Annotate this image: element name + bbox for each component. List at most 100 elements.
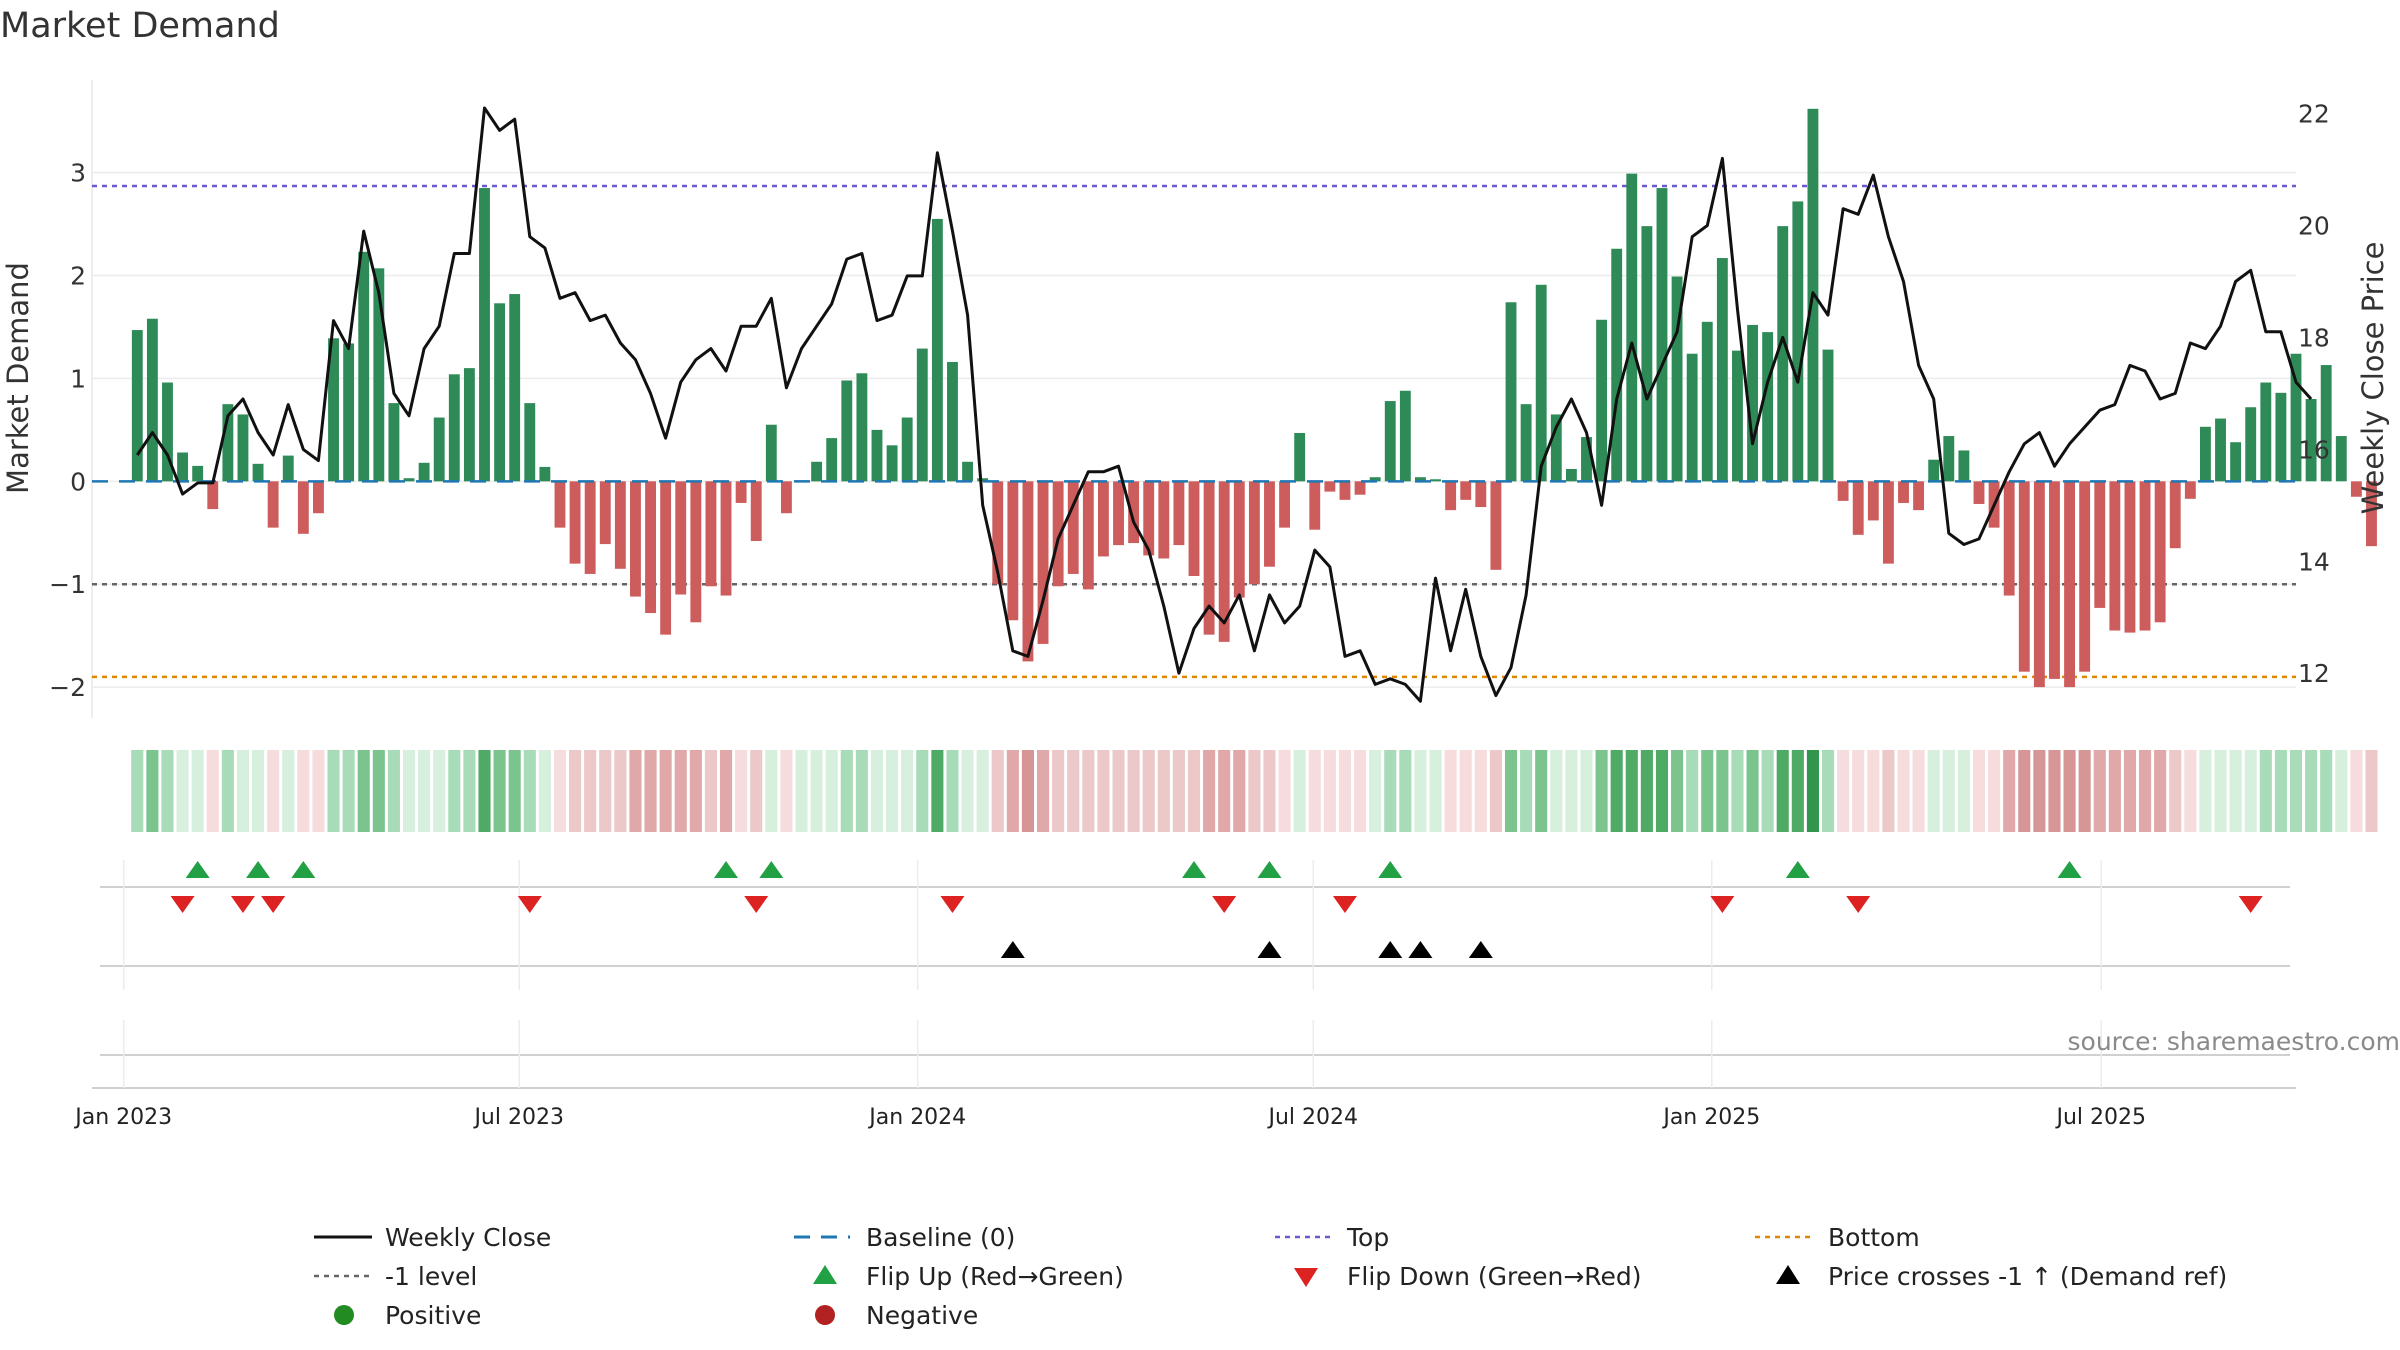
demand-bar-negative — [750, 481, 762, 542]
heat-cell — [659, 750, 672, 832]
demand-bar-positive — [1369, 477, 1381, 482]
heat-cell — [2154, 750, 2167, 832]
heat-cell — [1791, 750, 1804, 832]
demand-bar-negative — [645, 481, 656, 614]
demand-bar-negative — [1475, 481, 1487, 508]
flip-up-marker — [759, 861, 784, 878]
demand-bar-positive — [222, 404, 234, 482]
demand-bar-positive — [358, 251, 370, 482]
heat-cell — [1655, 750, 1669, 832]
heat-cell — [433, 750, 446, 832]
demand-bar-positive — [2199, 426, 2211, 482]
demand-bar-positive — [1581, 437, 1592, 482]
heat-cell — [2259, 750, 2272, 832]
heat-cell — [282, 750, 295, 832]
heat-cell — [2078, 750, 2091, 832]
left-tick-label: −1 — [49, 570, 86, 599]
demand-bar-negative — [1339, 481, 1351, 500]
heat-cell — [1927, 750, 1940, 832]
demand-bar-negative — [1082, 481, 1094, 590]
left-tick-label: 3 — [70, 159, 86, 188]
heat-cell — [1293, 750, 1306, 832]
legend-item-negative: Negative — [815, 1301, 978, 1330]
heat-cell — [599, 750, 612, 832]
demand-bar-positive — [328, 338, 339, 482]
heat-cell — [2169, 750, 2182, 832]
heat-cell — [1006, 750, 1019, 832]
heat-cell — [1761, 750, 1774, 832]
heat-cell — [961, 750, 974, 832]
heat-cell — [131, 750, 144, 832]
left-tick-label: 0 — [70, 467, 86, 496]
demand-bar-positive — [1958, 450, 1970, 482]
heat-cell — [2018, 750, 2031, 832]
flip-down-marker — [517, 896, 542, 913]
price-cross-marker — [1468, 941, 1493, 958]
heat-cell — [2214, 750, 2227, 832]
price-cross-marker — [1378, 941, 1403, 958]
flip-up-marker — [1785, 861, 1810, 878]
heat-cell — [267, 750, 280, 832]
heat-cell — [946, 750, 959, 832]
left-tick-label: 2 — [70, 262, 86, 291]
flip-down-marker — [261, 896, 286, 913]
heat-cell — [387, 750, 400, 832]
legend: Weekly Close Baseline (0) Top Bottom -1 … — [314, 1223, 2227, 1330]
heat-cell — [931, 750, 944, 832]
legend-item-price-cross: Price crosses -1 ↑ (Demand ref) — [1776, 1262, 2227, 1291]
legend-item-flip-down: Flip Down (Green→Red) — [1294, 1262, 1642, 1291]
demand-bar-negative — [313, 481, 324, 514]
demand-bar-positive — [343, 343, 355, 482]
demand-bar-negative — [1490, 481, 1502, 570]
heat-cell — [1052, 750, 1065, 832]
heat-cell — [840, 750, 853, 832]
heat-cell — [1972, 750, 1986, 832]
heat-cell — [1806, 750, 1819, 832]
demand-bar-negative — [630, 481, 641, 597]
demand-bar-positive — [162, 382, 173, 482]
demand-bar-positive — [1294, 432, 1306, 482]
legend-label-flip-down: Flip Down (Green→Red) — [1347, 1262, 1642, 1291]
heat-cell — [2320, 750, 2333, 832]
heat-cell — [1263, 750, 1276, 832]
demand-bar-negative — [1218, 481, 1230, 642]
y-gridlines — [92, 171, 2296, 688]
heat-cell — [146, 750, 159, 832]
demand-bar-positive — [146, 318, 158, 482]
demand-bar-negative — [2079, 481, 2091, 672]
heat-cell — [2093, 750, 2106, 832]
flip-up-marker — [291, 861, 316, 878]
heat-cell — [372, 750, 385, 832]
flip-up-marker — [714, 861, 739, 878]
heat-cell — [1640, 750, 1653, 832]
legend-label-negative: Negative — [866, 1301, 978, 1330]
demand-bar-negative — [1354, 481, 1366, 495]
demand-bar-positive — [1701, 321, 1713, 482]
heat-cell — [1731, 750, 1744, 832]
demand-bar-positive — [2215, 418, 2226, 482]
demand-bar-positive — [2230, 442, 2242, 482]
legend-label-flip-up: Flip Up (Red→Green) — [866, 1262, 1124, 1291]
demand-bar-positive — [871, 429, 883, 482]
demand-bar-negative — [992, 481, 1004, 585]
demand-bar-positive — [1399, 390, 1411, 482]
heat-cell — [1535, 750, 1548, 832]
right-tick-label: 22 — [2298, 100, 2330, 129]
heat-cell — [644, 750, 657, 832]
heat-cell — [2123, 750, 2136, 832]
demand-bar-negative — [2366, 481, 2377, 547]
heat-cell — [1837, 750, 1850, 832]
left-tick-label: −2 — [49, 673, 86, 702]
demand-bar-negative — [660, 481, 672, 635]
heat-cell — [1550, 750, 1563, 832]
heat-cell — [2048, 750, 2061, 832]
heat-cell — [1278, 750, 1291, 832]
demand-bar-positive — [977, 478, 989, 482]
heat-cell — [1852, 750, 1865, 832]
demand-bar-negative — [1309, 481, 1321, 530]
demand-bar-positive — [2305, 399, 2317, 482]
heat-cell — [629, 750, 642, 832]
heat-cell — [1912, 750, 1925, 832]
demand-bar-positive — [509, 294, 521, 482]
demand-bar-negative — [1867, 481, 1879, 521]
